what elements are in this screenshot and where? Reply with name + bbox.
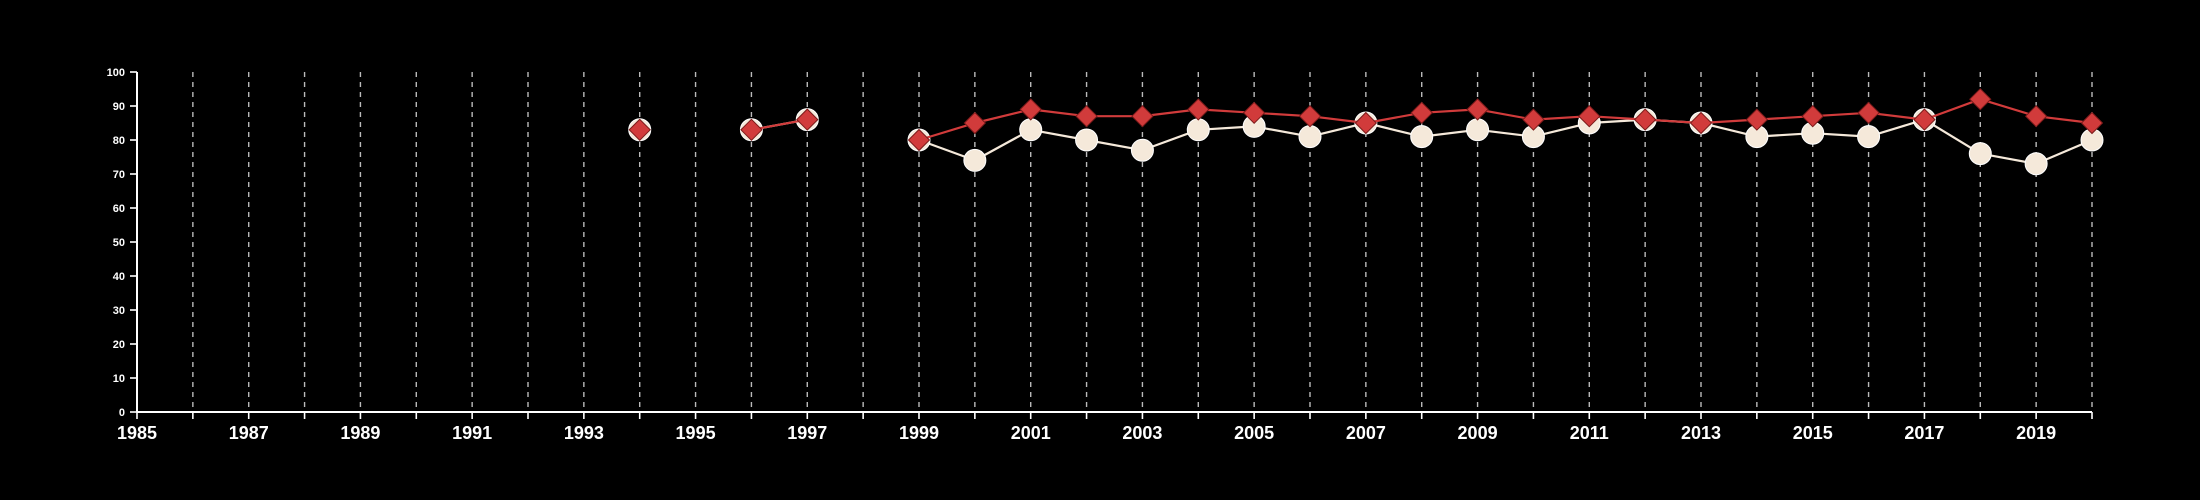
y-tick-label-40: 40 <box>113 271 125 283</box>
x-tick-label-2013: 2013 <box>1681 423 1721 443</box>
x-tick-label-2001: 2001 <box>1011 423 1051 443</box>
x-tick-label-2005: 2005 <box>1234 423 1274 443</box>
x-tick-label-2017: 2017 <box>1904 423 1944 443</box>
diamond-point-2014 <box>1745 108 1769 131</box>
diamond-point-1999 <box>907 128 931 152</box>
y-tick-label-0: 0 <box>119 407 125 419</box>
x-tick-label-1999: 1999 <box>899 423 939 443</box>
y-tick-label-10: 10 <box>113 373 125 385</box>
axes <box>130 71 2093 419</box>
circle-point-2018 <box>1968 142 1992 166</box>
diamond-point-2013 <box>1689 111 1713 135</box>
x-tick-label-1985: 1985 <box>117 423 157 443</box>
circle-point-2001 <box>1019 118 1043 142</box>
series-diamond-segment-2019 <box>1979 98 2037 118</box>
diamond-point-2010 <box>1522 108 1545 131</box>
y-tick-label-100: 100 <box>107 67 125 79</box>
x-tick-label-1993: 1993 <box>564 423 604 443</box>
circle-point-2004 <box>1186 118 1210 142</box>
diamond-point-2017 <box>1913 108 1936 131</box>
diamond-point-2009 <box>1466 98 1489 121</box>
y-tick-label-60: 60 <box>113 203 125 215</box>
diamond-point-2008 <box>1410 101 1433 125</box>
circle-point-2016 <box>1857 125 1881 149</box>
x-tick-label-2009: 2009 <box>1458 423 1498 443</box>
series-diamond-segment-2018 <box>1924 98 1981 121</box>
series-diamond-segment-2001 <box>974 108 1031 125</box>
x-tick-label-1997: 1997 <box>787 423 827 443</box>
circle-point-2006 <box>1298 125 1322 149</box>
circle-point-2008 <box>1410 125 1434 149</box>
grid-lines <box>192 72 2093 412</box>
y-tick-label-50: 50 <box>113 237 125 249</box>
x-tick-label-1987: 1987 <box>229 423 269 443</box>
x-tick-label-1989: 1989 <box>340 423 380 443</box>
y-tick-label-80: 80 <box>113 135 125 147</box>
diamond-point-2012 <box>1633 108 1657 131</box>
x-tick-label-2011: 2011 <box>1570 423 1609 443</box>
diamond-point-2000 <box>963 111 987 135</box>
series-diamond <box>628 87 2104 152</box>
diamond-point-2002 <box>1075 104 1098 128</box>
x-tick-label-2019: 2019 <box>2016 423 2056 443</box>
diamond-point-2015 <box>1801 104 1824 128</box>
y-tick-label-70: 70 <box>113 169 125 181</box>
x-tick-label-2003: 2003 <box>1122 423 1162 443</box>
diamond-point-2019 <box>2024 104 2048 128</box>
x-tick-label-1995: 1995 <box>676 423 716 443</box>
circle-point-2009 <box>1466 118 1490 142</box>
y-tick-label-90: 90 <box>113 101 125 113</box>
x-tick-label-1991: 1991 <box>452 423 492 443</box>
y-tick-label-20: 20 <box>113 339 125 351</box>
circle-point-2003 <box>1130 138 1154 162</box>
diamond-point-2016 <box>1857 101 1880 125</box>
data-series <box>628 87 2104 176</box>
diamond-point-2004 <box>1187 98 1210 121</box>
diamond-point-2003 <box>1131 104 1154 128</box>
circle-point-2002 <box>1075 128 1099 152</box>
series-diamond-segment-2000 <box>918 121 976 142</box>
x-tick-label-2007: 2007 <box>1346 423 1386 443</box>
diamond-point-2006 <box>1298 104 1322 128</box>
tick-labels: 0 10 20 30 40 50 60 70 80 90 100 1985 1987 1989 1991 19… <box>107 67 2057 443</box>
circle-point-2019 <box>2024 152 2048 176</box>
diamond-point-2011 <box>1578 104 1601 128</box>
x-tick-label-2015: 2015 <box>1793 423 1833 443</box>
diamond-point-2018 <box>1969 87 1992 111</box>
diamond-point-2005 <box>1242 101 1266 125</box>
diamond-point-1997 <box>796 108 819 131</box>
diamond-point-2020 <box>2080 111 2104 135</box>
y-tick-label-30: 30 <box>113 305 125 317</box>
diamond-point-2007 <box>1354 111 1378 135</box>
circle-point-2000 <box>963 148 987 172</box>
diamond-point-2001 <box>1019 98 1042 121</box>
diamond-point-1996 <box>740 118 763 142</box>
diamond-point-1994 <box>628 118 651 142</box>
